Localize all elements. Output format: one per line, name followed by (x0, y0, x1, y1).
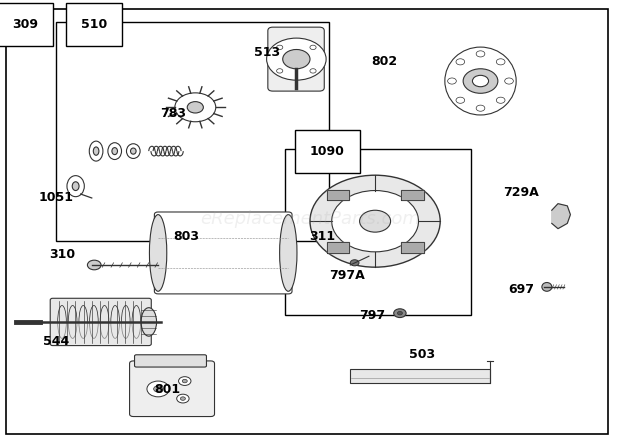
Circle shape (182, 379, 187, 383)
Circle shape (267, 38, 326, 80)
Text: 783: 783 (161, 107, 187, 120)
Ellipse shape (280, 215, 297, 291)
FancyBboxPatch shape (154, 212, 292, 294)
Text: 1051: 1051 (38, 191, 73, 204)
Text: 311: 311 (309, 230, 335, 243)
FancyBboxPatch shape (135, 355, 206, 367)
Circle shape (456, 97, 464, 103)
Circle shape (154, 386, 162, 392)
Circle shape (456, 59, 464, 65)
Text: 797A: 797A (329, 269, 365, 283)
Text: eReplacementParts.com: eReplacementParts.com (200, 210, 420, 228)
Circle shape (505, 78, 513, 84)
Circle shape (180, 397, 185, 400)
Text: 803: 803 (173, 230, 199, 243)
Circle shape (87, 260, 101, 270)
Polygon shape (552, 204, 570, 229)
Circle shape (472, 75, 489, 87)
Circle shape (277, 69, 283, 73)
Circle shape (332, 191, 419, 252)
Circle shape (476, 51, 485, 57)
Text: 729A: 729A (503, 186, 539, 199)
Circle shape (394, 309, 406, 318)
Ellipse shape (72, 182, 79, 191)
Circle shape (175, 93, 216, 122)
FancyBboxPatch shape (50, 298, 151, 346)
Text: 510: 510 (81, 18, 107, 31)
Ellipse shape (89, 141, 103, 161)
FancyBboxPatch shape (130, 361, 215, 417)
Circle shape (350, 260, 359, 266)
Ellipse shape (131, 148, 136, 154)
Circle shape (310, 69, 316, 73)
Polygon shape (401, 190, 423, 200)
Ellipse shape (126, 144, 140, 159)
Circle shape (283, 49, 310, 69)
Text: 503: 503 (409, 348, 435, 361)
Polygon shape (327, 242, 349, 253)
Ellipse shape (445, 47, 516, 115)
Text: 1090: 1090 (310, 145, 345, 158)
Ellipse shape (67, 176, 84, 197)
Circle shape (360, 210, 391, 232)
Circle shape (397, 311, 402, 315)
FancyBboxPatch shape (350, 369, 490, 383)
Circle shape (147, 381, 169, 397)
Text: 802: 802 (371, 55, 397, 68)
Circle shape (187, 102, 203, 113)
Circle shape (277, 45, 283, 49)
Text: 544: 544 (43, 335, 69, 348)
Polygon shape (327, 190, 349, 200)
Ellipse shape (112, 148, 118, 155)
Circle shape (310, 175, 440, 267)
Ellipse shape (93, 147, 99, 155)
Circle shape (497, 97, 505, 103)
Ellipse shape (542, 283, 552, 291)
Text: 797: 797 (359, 309, 385, 322)
Circle shape (179, 377, 191, 385)
Text: 513: 513 (254, 46, 280, 59)
FancyBboxPatch shape (268, 27, 324, 91)
Text: 801: 801 (154, 383, 180, 396)
Circle shape (177, 394, 189, 403)
Circle shape (463, 69, 498, 93)
Text: 697: 697 (508, 283, 534, 296)
Text: 309: 309 (12, 18, 38, 31)
Text: 310: 310 (49, 247, 75, 261)
Ellipse shape (108, 143, 122, 159)
Circle shape (556, 211, 566, 218)
Circle shape (497, 59, 505, 65)
Ellipse shape (149, 215, 167, 291)
Circle shape (448, 78, 456, 84)
Ellipse shape (141, 307, 156, 336)
Polygon shape (401, 242, 423, 253)
Circle shape (476, 105, 485, 111)
Circle shape (310, 45, 316, 49)
